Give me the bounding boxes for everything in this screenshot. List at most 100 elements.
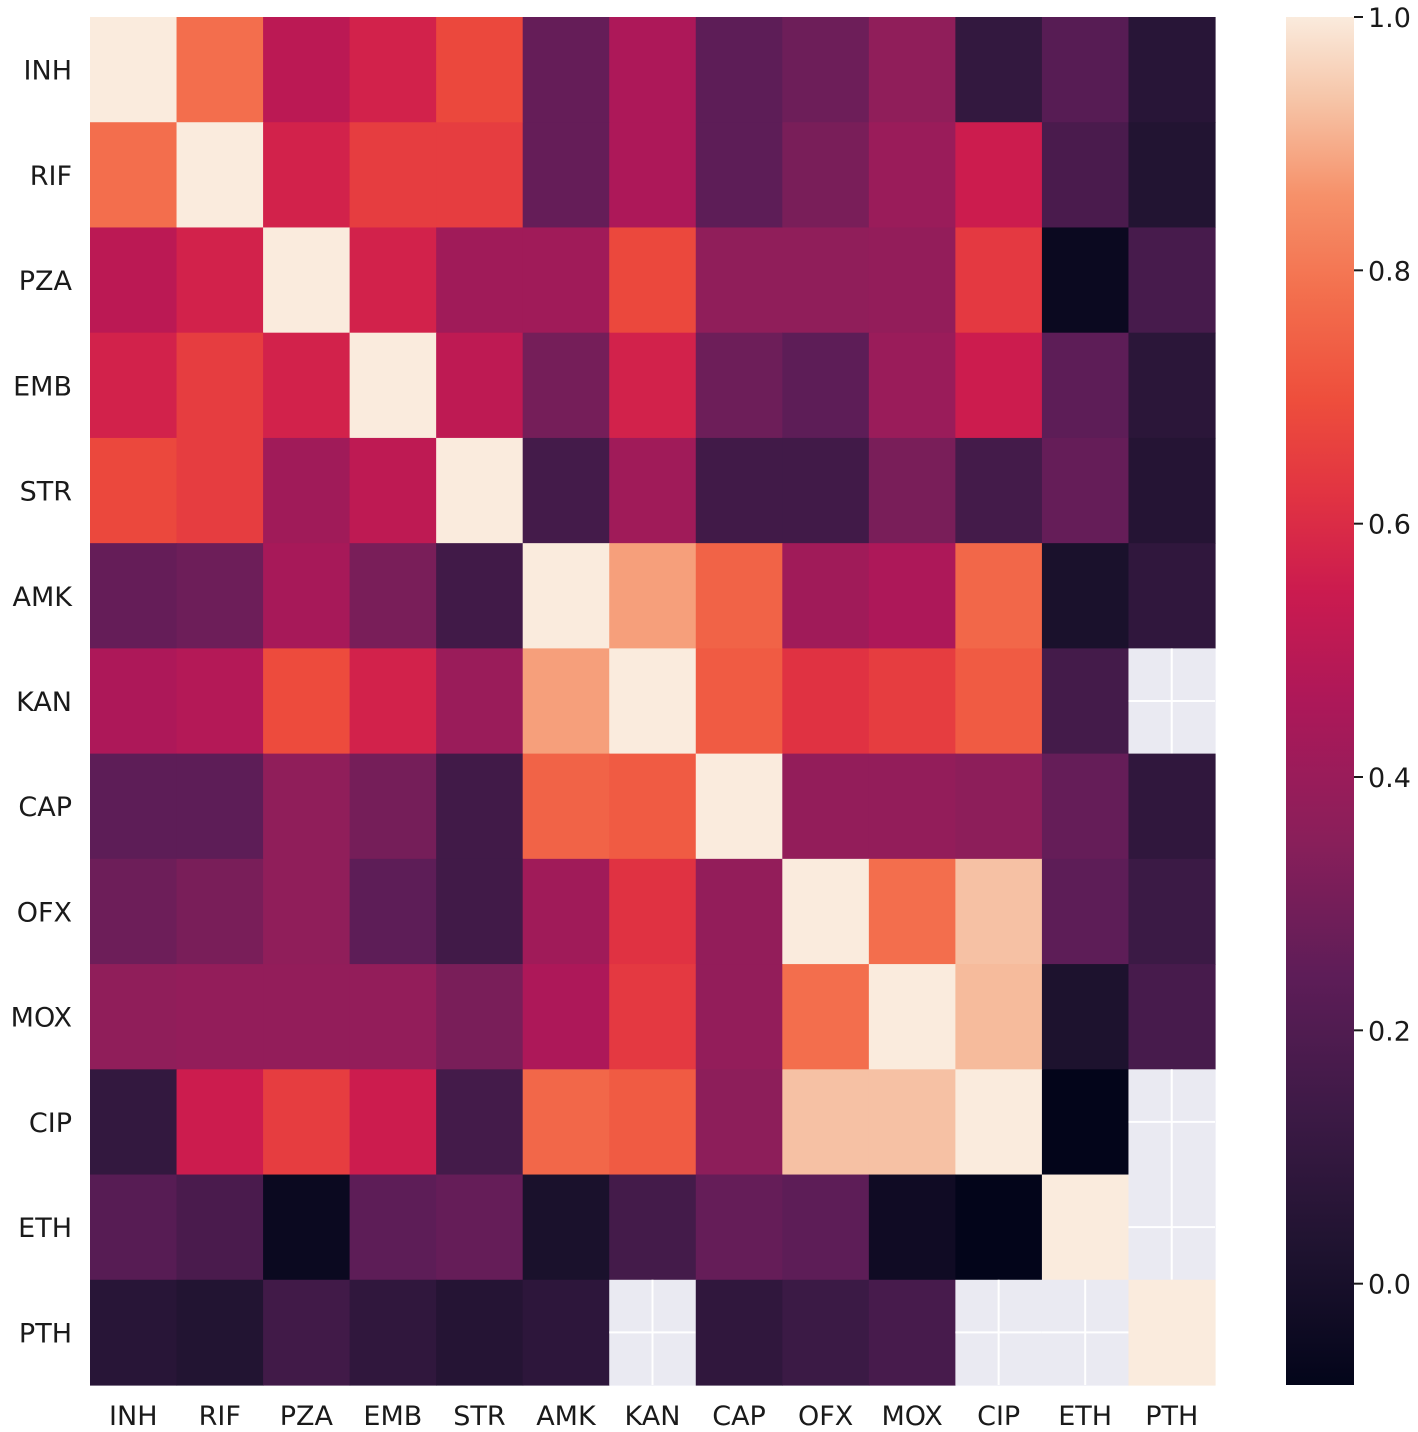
colorbar-tick-label: 0.8 — [1368, 256, 1411, 287]
heatmap-cell-mox-amk — [522, 964, 610, 1070]
heatmap-cell-ofx-mox — [868, 858, 956, 965]
x-tick-label: KAN — [625, 1401, 681, 1432]
heatmap-cell-pza-pth — [1128, 227, 1216, 334]
heatmap-cell-rif-kan — [609, 122, 697, 229]
heatmap-cell-inh-inh — [90, 17, 178, 123]
heatmap-cell-pza-pza — [263, 227, 351, 334]
heatmap-cell-amk-pza — [263, 543, 351, 649]
x-tick-label: STR — [453, 1401, 505, 1432]
heatmap-cell-ofx-amk — [522, 858, 610, 965]
heatmap-cell-cap-eth — [1041, 753, 1130, 860]
colorbar-gradient — [1286, 17, 1354, 1385]
heatmap-cell-rif-str — [436, 122, 524, 229]
heatmap-cell-kan-str — [436, 648, 524, 755]
heatmap-cell-str-eth — [1041, 437, 1130, 544]
heatmap-cell-rif-pza — [263, 122, 351, 229]
heatmap-cell-pza-kan — [609, 227, 697, 334]
x-tick-label: CIP — [977, 1401, 1020, 1432]
heatmap-cell-cap-kan — [609, 753, 697, 860]
heatmap-cell-pth-pth — [1128, 1279, 1216, 1386]
heatmap-cell-str-inh — [90, 437, 178, 544]
heatmap-cell-pth-cap — [695, 1279, 783, 1386]
heatmap-cell-inh-ofx — [782, 17, 870, 123]
heatmap-cell-cip-cip — [955, 1069, 1043, 1176]
heatmap-cell-pth-mox — [868, 1279, 956, 1386]
heatmap-cell-rif-eth — [1041, 122, 1130, 229]
heatmap-cell-cip-ofx — [782, 1069, 870, 1176]
x-tick-label: PTH — [1145, 1401, 1198, 1432]
heatmap-cell-cip-pza — [263, 1069, 351, 1176]
heatmap-cell-str-kan — [609, 437, 697, 544]
heatmap-cell-pth-inh — [90, 1279, 178, 1386]
heatmap-cell-cip-kan — [609, 1069, 697, 1176]
y-tick-label: ETH — [18, 1213, 72, 1244]
heatmap-cell-cip-mox — [868, 1069, 956, 1176]
heatmap-cell-mox-ofx — [782, 964, 870, 1070]
heatmap-cell-ofx-str — [436, 858, 524, 965]
y-tick-label: PZA — [19, 266, 73, 297]
heatmap-cell-eth-cip — [955, 1174, 1043, 1281]
x-tick-label: EMB — [363, 1401, 422, 1432]
heatmap-cell-inh-kan — [609, 17, 697, 123]
heatmap-cell-rif-amk — [522, 122, 610, 229]
heatmap-cell-amk-mox — [868, 543, 956, 649]
heatmap-cell-amk-amk — [522, 543, 610, 649]
heatmap-cell-mox-rif — [176, 964, 264, 1070]
heatmap-cell-pza-emb — [349, 227, 437, 334]
heatmap-cell-mox-cap — [695, 964, 783, 1070]
heatmap-cell-mox-eth — [1041, 964, 1130, 1070]
heatmap-cell-rif-inh — [90, 122, 178, 229]
colorbar: 0.0 0.2 0.4 0.6 0.8 1.0 — [1286, 3, 1411, 1385]
heatmap-cell-eth-inh — [90, 1174, 178, 1281]
heatmap-cell-str-mox — [868, 437, 956, 544]
heatmap-cell-emb-cap — [695, 332, 783, 439]
heatmap-cell-ofx-cip — [955, 858, 1043, 965]
heatmap-cell-kan-emb — [349, 648, 437, 755]
heatmap-cell-cap-rif — [176, 753, 264, 860]
heatmap-cell-cap-cap — [695, 753, 783, 860]
heatmap-cells — [90, 17, 1216, 1386]
heatmap-cell-eth-kan — [609, 1174, 697, 1281]
heatmap-cell-emb-inh — [90, 332, 178, 439]
heatmap-cell-mox-str — [436, 964, 524, 1070]
heatmap-cell-pza-eth — [1041, 227, 1130, 334]
heatmap-cell-pth-rif — [176, 1279, 264, 1386]
heatmap-cell-kan-cap — [695, 648, 783, 755]
heatmap-cell-ofx-inh — [90, 858, 178, 965]
colorbar-tick-label: 0.6 — [1368, 510, 1411, 541]
heatmap-cell-rif-cip — [955, 122, 1043, 229]
heatmap-cell-cap-emb — [349, 753, 437, 860]
heatmap-cell-ofx-kan — [609, 858, 697, 965]
x-axis-labels: INH RIF PZA EMB STR AMK KAN CAP OFX MOX CIP ETH PTH — [109, 1401, 1198, 1432]
heatmap-cell-emb-rif — [176, 332, 264, 439]
heatmap-cell-inh-str — [436, 17, 524, 123]
colorbar-tick-label: 1.0 — [1368, 3, 1411, 34]
heatmap-cell-pza-inh — [90, 227, 178, 334]
heatmap-cell-kan-ofx — [782, 648, 870, 755]
heatmap-cell-cap-mox — [868, 753, 956, 860]
x-tick-label: RIF — [199, 1401, 241, 1432]
x-tick-label: ETH — [1058, 1401, 1112, 1432]
y-tick-label: CIP — [29, 1108, 72, 1139]
heatmap-cell-inh-emb — [349, 17, 437, 123]
heatmap-cell-inh-eth — [1041, 17, 1130, 123]
colorbar-tick-label: 0.0 — [1368, 1270, 1411, 1301]
heatmap-cell-cip-eth — [1041, 1069, 1130, 1176]
heatmap-cell-emb-eth — [1041, 332, 1130, 439]
heatmap-cell-cip-cap — [695, 1069, 783, 1176]
heatmap-cell-mox-mox — [868, 964, 956, 1070]
heatmap-cell-kan-mox — [868, 648, 956, 755]
heatmap-cell-mox-cip — [955, 964, 1043, 1070]
heatmap-cell-emb-amk — [522, 332, 610, 439]
heatmap-cell-amk-pth — [1128, 543, 1216, 649]
heatmap-cell-kan-eth — [1041, 648, 1130, 755]
heatmap-cell-eth-eth — [1041, 1174, 1130, 1281]
x-tick-label: PZA — [280, 1401, 334, 1432]
heatmap-cell-amk-kan — [609, 543, 697, 649]
heatmap-cell-eth-mox — [868, 1174, 956, 1281]
heatmap-cell-eth-cap — [695, 1174, 783, 1281]
y-tick-label: EMB — [13, 371, 72, 402]
heatmap-cell-str-emb — [349, 437, 437, 544]
y-tick-label: PTH — [19, 1318, 72, 1349]
